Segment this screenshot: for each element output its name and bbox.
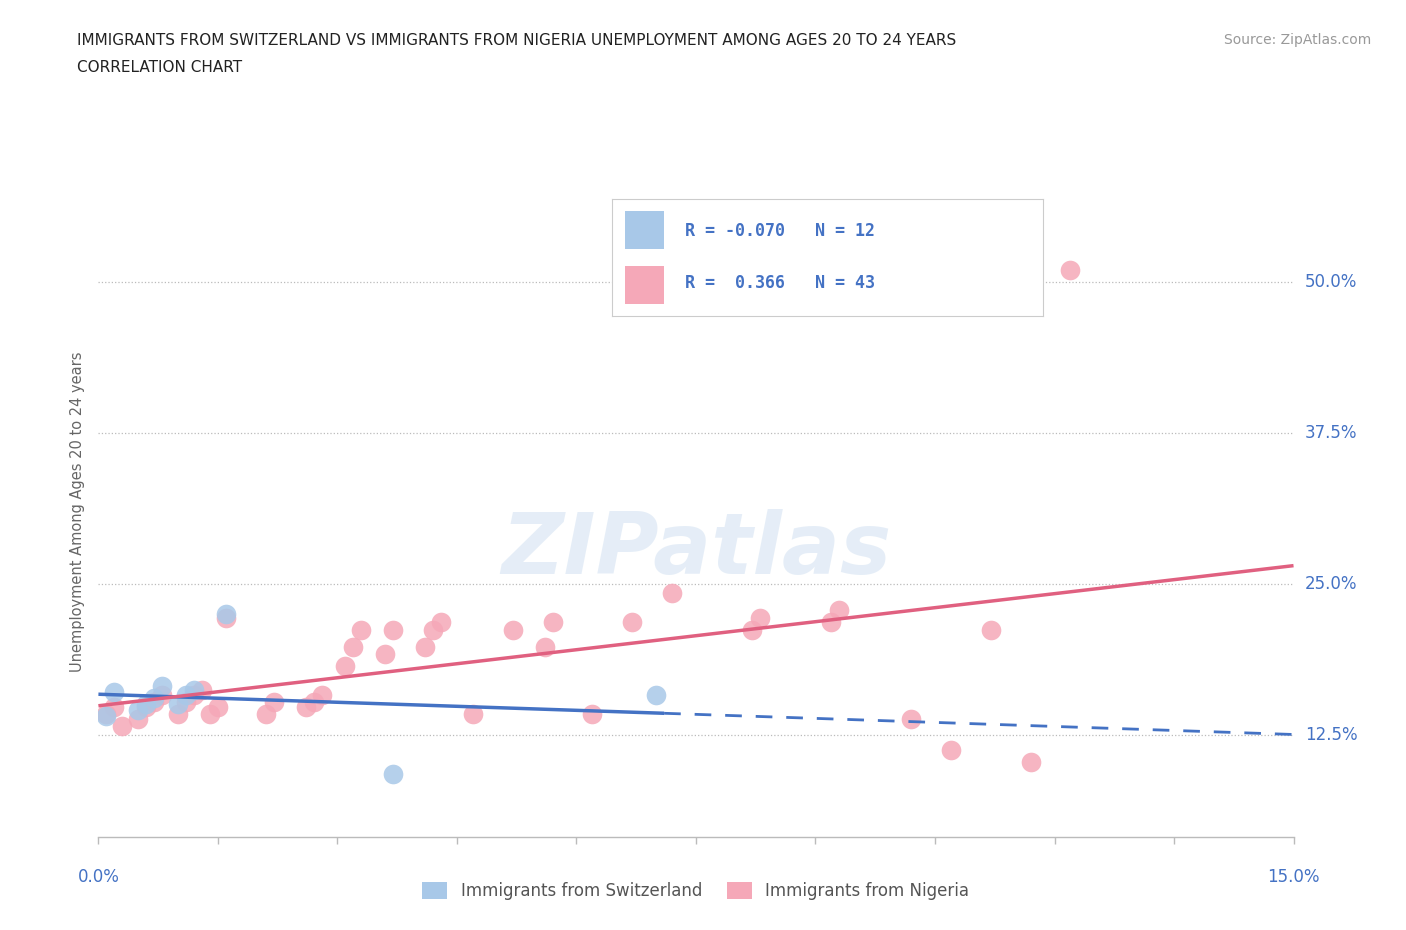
Point — [422, 622, 444, 637]
Point — [748, 610, 770, 625]
Point — [311, 687, 333, 702]
Point — [382, 622, 405, 637]
Point — [820, 615, 842, 630]
Text: 37.5%: 37.5% — [1305, 424, 1357, 442]
Point — [350, 622, 373, 637]
Point — [430, 615, 453, 630]
Text: IMMIGRANTS FROM SWITZERLAND VS IMMIGRANTS FROM NIGERIA UNEMPLOYMENT AMONG AGES 2: IMMIGRANTS FROM SWITZERLAND VS IMMIGRANT… — [77, 33, 956, 47]
Point — [741, 622, 763, 637]
Point — [167, 707, 190, 722]
Point — [581, 707, 603, 722]
Point — [302, 695, 325, 710]
Point — [191, 683, 214, 698]
Point — [215, 610, 238, 625]
Point — [828, 603, 851, 618]
Point — [461, 707, 484, 722]
Point — [127, 703, 149, 718]
Text: 25.0%: 25.0% — [1305, 575, 1357, 592]
Point — [96, 707, 118, 722]
Point — [183, 687, 205, 702]
Point — [103, 699, 125, 714]
Point — [143, 691, 166, 706]
Point — [294, 699, 316, 714]
Point — [167, 697, 190, 711]
Point — [645, 687, 668, 702]
Point — [1059, 263, 1081, 278]
Point — [135, 699, 157, 714]
Point — [382, 767, 405, 782]
Point — [174, 687, 197, 702]
Point — [111, 719, 134, 734]
Point — [533, 639, 555, 654]
Point — [342, 639, 364, 654]
Point — [413, 639, 436, 654]
Point — [374, 646, 396, 661]
Point — [502, 622, 524, 637]
Point — [135, 697, 157, 711]
Point — [900, 711, 922, 726]
Text: 0.0%: 0.0% — [77, 868, 120, 885]
Point — [150, 679, 173, 694]
Text: 15.0%: 15.0% — [1267, 868, 1320, 885]
Point — [215, 606, 238, 621]
Y-axis label: Unemployment Among Ages 20 to 24 years: Unemployment Among Ages 20 to 24 years — [70, 352, 86, 671]
Point — [96, 709, 118, 724]
Text: 12.5%: 12.5% — [1305, 725, 1357, 743]
Legend: Immigrants from Switzerland, Immigrants from Nigeria: Immigrants from Switzerland, Immigrants … — [416, 875, 976, 907]
Point — [263, 695, 285, 710]
Point — [127, 711, 149, 726]
Point — [207, 699, 229, 714]
Point — [661, 586, 683, 601]
Text: Source: ZipAtlas.com: Source: ZipAtlas.com — [1223, 33, 1371, 46]
Point — [174, 695, 197, 710]
Text: 50.0%: 50.0% — [1305, 273, 1357, 291]
Point — [1019, 755, 1042, 770]
Point — [621, 615, 644, 630]
Point — [541, 615, 564, 630]
Point — [183, 683, 205, 698]
Text: CORRELATION CHART: CORRELATION CHART — [77, 60, 242, 75]
Point — [939, 743, 962, 758]
Point — [143, 695, 166, 710]
Point — [150, 687, 173, 702]
Point — [254, 707, 277, 722]
Point — [980, 622, 1002, 637]
Point — [103, 684, 125, 699]
Point — [198, 707, 221, 722]
Text: ZIPatlas: ZIPatlas — [501, 509, 891, 592]
Point — [335, 658, 357, 673]
